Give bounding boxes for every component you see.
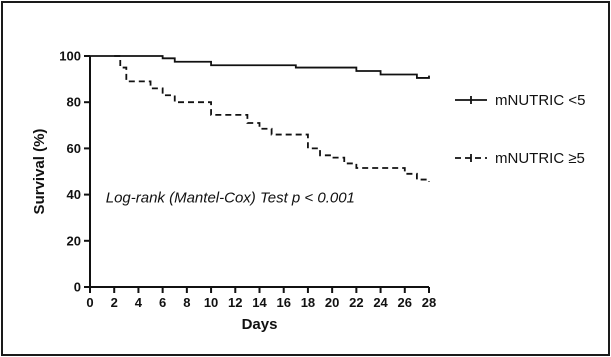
- logrank-annotation: Log-rank (Mantel-Cox) Test p < 0.001: [106, 190, 355, 207]
- x-tick-label: 8: [183, 295, 190, 310]
- legend: mNUTRIC <5 mNUTRIC ≥5: [455, 92, 585, 167]
- y-tick-label: 80: [67, 95, 81, 110]
- x-tick-label: 16: [276, 295, 290, 310]
- y-axis-title: Survival (%): [31, 129, 48, 215]
- y-tick-label: 0: [74, 280, 81, 295]
- x-tick-label: 12: [228, 295, 242, 310]
- x-tick-label: 10: [204, 295, 218, 310]
- x-tick-label: 26: [398, 295, 412, 310]
- x-axis-ticks: 0 2 4 6 8 10 12 14 16 18 20 22 24 26 28: [86, 287, 436, 310]
- y-tick-label: 60: [67, 141, 81, 156]
- series-mnutric-high-line: [114, 55, 430, 182]
- x-tick-label: 28: [422, 295, 436, 310]
- x-tick-label: 6: [159, 295, 166, 310]
- x-tick-label: 14: [252, 295, 267, 310]
- x-tick-label: 22: [349, 295, 363, 310]
- x-axis-title: Days: [242, 316, 278, 333]
- y-tick-label: 100: [59, 49, 81, 64]
- x-tick-label: 4: [135, 295, 143, 310]
- y-axis-ticks: 0 20 40 60 80 100: [59, 49, 90, 295]
- y-tick-label: 40: [67, 187, 81, 202]
- x-tick-label: 20: [325, 295, 339, 310]
- y-tick-label: 20: [67, 233, 81, 248]
- x-tick-label: 0: [86, 295, 93, 310]
- x-tick-label: 18: [301, 295, 315, 310]
- series-mnutric-low-line: [90, 55, 430, 79]
- x-tick-label: 2: [111, 295, 118, 310]
- series-group: [90, 55, 430, 182]
- legend-label: mNUTRIC ≥5: [495, 150, 585, 167]
- x-tick-label: 24: [373, 295, 388, 310]
- legend-label: mNUTRIC <5: [495, 92, 585, 109]
